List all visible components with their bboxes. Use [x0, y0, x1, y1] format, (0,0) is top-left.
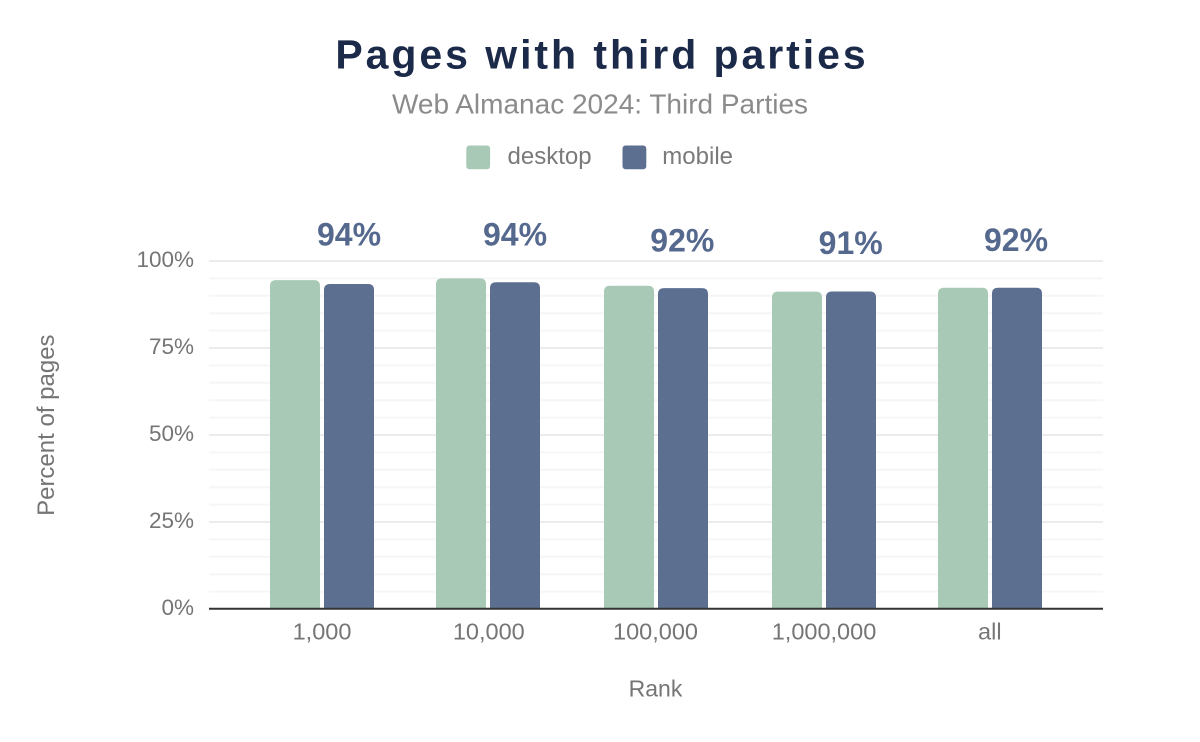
svg-text:50%: 50% [149, 421, 194, 446]
svg-text:92%: 92% [984, 222, 1048, 258]
svg-text:100,000: 100,000 [613, 619, 698, 645]
svg-text:0%: 0% [161, 595, 194, 620]
svg-text:92%: 92% [650, 223, 714, 259]
svg-text:Percent of pages: Percent of pages [33, 334, 60, 515]
svg-text:desktop: desktop [508, 143, 592, 170]
svg-text:Web Almanac 2024: Third Partie: Web Almanac 2024: Third Parties [392, 89, 808, 120]
svg-text:10,000: 10,000 [453, 619, 525, 645]
svg-text:94%: 94% [317, 217, 381, 253]
svg-text:mobile: mobile [662, 143, 733, 170]
svg-text:Rank: Rank [629, 676, 683, 702]
svg-text:Pages with third parties: Pages with third parties [335, 32, 868, 78]
svg-text:25%: 25% [149, 508, 194, 533]
svg-text:100%: 100% [136, 247, 194, 272]
svg-text:75%: 75% [149, 334, 194, 359]
svg-text:91%: 91% [819, 225, 883, 261]
svg-text:94%: 94% [483, 217, 547, 253]
svg-text:1,000: 1,000 [293, 619, 352, 645]
svg-text:all: all [978, 619, 1002, 645]
svg-text:1,000,000: 1,000,000 [772, 619, 877, 645]
